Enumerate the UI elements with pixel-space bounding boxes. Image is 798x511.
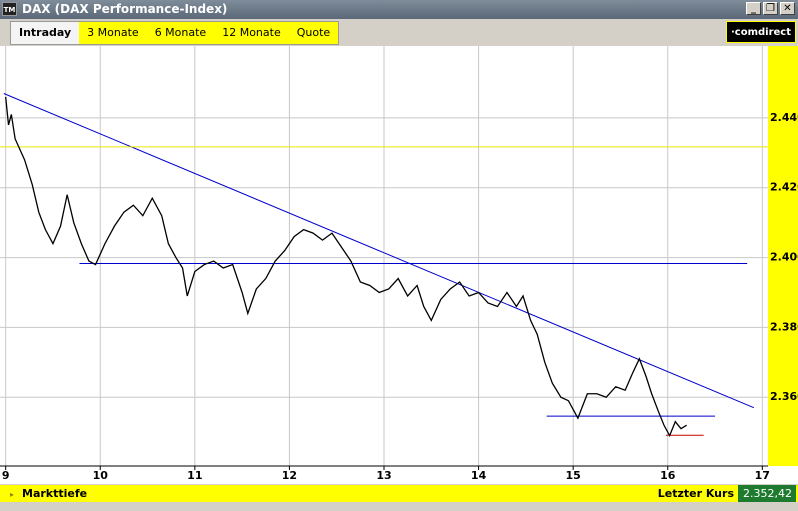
tab[interactable]: 12 Monate bbox=[222, 26, 281, 39]
title-bar: TM DAX (DAX Performance-Index) _ ❐ ✕ bbox=[0, 0, 798, 19]
price-line bbox=[5, 96, 688, 438]
x-tick-label: 10 bbox=[93, 469, 109, 482]
x-tick-label: 13 bbox=[376, 469, 391, 482]
tab[interactable]: Quote bbox=[296, 26, 331, 39]
minimize-button[interactable]: _ bbox=[746, 2, 761, 15]
tab-bar: Intraday 3 Monate 6 Monate 12 Monate Quo… bbox=[0, 19, 798, 45]
y-axis-strip bbox=[768, 46, 798, 466]
restore-button[interactable]: ❐ bbox=[763, 2, 778, 15]
x-tick-label: 11 bbox=[187, 469, 202, 482]
app-icon: TM bbox=[2, 2, 17, 16]
x-axis-strip bbox=[0, 466, 798, 484]
last-price-value: 2.352,42 bbox=[738, 485, 796, 502]
chart: 2.360 2.380 2.400 2.420 2.440 9 10 11 12 13 14 15 16… bbox=[0, 46, 798, 484]
tab[interactable]: Intraday bbox=[11, 22, 80, 44]
x-tick-label: 17 bbox=[755, 469, 770, 482]
tab[interactable]: 3 Monate bbox=[87, 26, 139, 39]
x-tick-label: 15 bbox=[566, 469, 581, 482]
depth-link[interactable]: Markttiefe bbox=[10, 487, 87, 500]
x-tick-label: 12 bbox=[282, 469, 297, 482]
logo: ·comdirect bbox=[726, 21, 796, 43]
y-tick-label: 2.420 bbox=[770, 181, 798, 194]
window-buttons: _ ❐ ✕ bbox=[746, 2, 795, 15]
close-button[interactable]: ✕ bbox=[780, 2, 795, 15]
y-tick-label: 2.400 bbox=[770, 251, 798, 264]
y-tick-label: 2.380 bbox=[770, 320, 798, 333]
x-tick-label: 9 bbox=[2, 469, 10, 482]
last-price-label: Letzter Kurs bbox=[657, 487, 734, 500]
status-bar: Markttiefe Letzter Kurs 2.352,42 bbox=[0, 485, 798, 502]
y-tick-label: 2.440 bbox=[770, 111, 798, 124]
drawn-line bbox=[3, 93, 755, 409]
x-tick-label: 14 bbox=[471, 469, 487, 482]
y-tick-label: 2.360 bbox=[770, 390, 798, 403]
tabs: Intraday 3 Monate 6 Monate 12 Monate Quo… bbox=[10, 21, 340, 45]
tab[interactable]: 6 Monate bbox=[154, 26, 207, 39]
x-tick-label: 16 bbox=[660, 469, 676, 482]
window-title: DAX (DAX Performance-Index) bbox=[22, 2, 228, 16]
